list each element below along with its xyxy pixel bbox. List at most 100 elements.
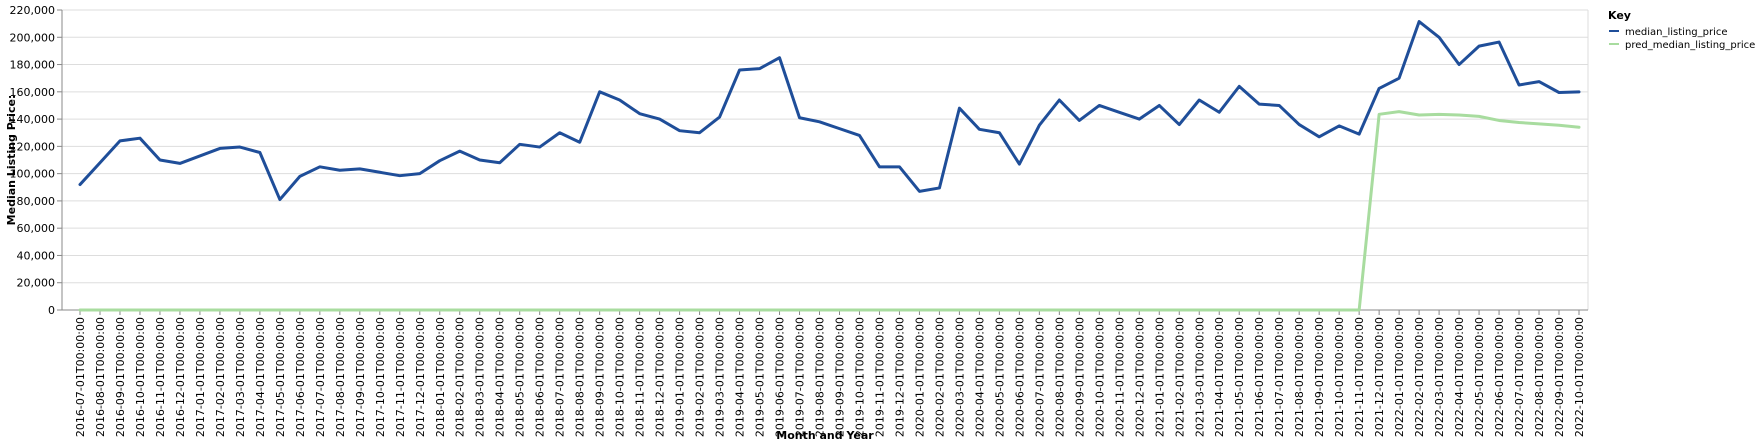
legend-label: pred_median_listing_price [1625,40,1755,51]
y-tick-label: 60,000 [17,222,56,235]
x-tick-label: 2016-10-01T00:00:00 [134,317,147,437]
x-tick-label: 2017-07-01T00:00:00 [314,317,327,437]
axes: 0 20,000 40,000 60,000 80,000 100,000 120,000 1… [10,4,1588,437]
x-tick-label: 2020-05-01T00:00:00 [993,317,1006,437]
y-tick-label: 20,000 [17,277,56,290]
x-tick-label: 2017-03-01T00:00:00 [234,317,247,437]
x-tick-label: 2020-09-01T00:00:00 [1073,317,1086,437]
series-line-median-listing-price [78,20,1581,202]
x-tick-label: 2020-06-01T00:00:00 [1013,317,1026,437]
x-tick-label: 2016-12-01T00:00:00 [174,317,187,437]
x-tick-label: 2021-05-01T00:00:00 [1233,317,1246,437]
x-tick-label: 2022-01-01T00:00:00 [1393,317,1406,437]
x-tick-label: 2020-02-01T00:00:00 [933,317,946,437]
x-tick-label: 2021-12-01T00:00:00 [1373,317,1386,437]
x-tick-label: 2022-10-01T00:00:00 [1573,317,1586,437]
x-tick-label: 2021-01-01T00:00:00 [1153,317,1166,437]
x-tick-label: 2017-02-01T00:00:00 [214,317,227,437]
y-tick-label: 80,000 [17,195,56,208]
x-tick-label: 2016-08-01T00:00:00 [94,317,107,437]
x-tick-label: 2021-09-01T00:00:00 [1313,317,1326,437]
x-tick-label: 2020-04-01T00:00:00 [973,317,986,437]
x-tick-label: 2022-06-01T00:00:00 [1493,317,1506,437]
x-tick-label: 2019-12-01T00:00:00 [893,317,906,437]
series-lines [78,20,1581,312]
x-tick-label: 2022-03-01T00:00:00 [1433,317,1446,437]
x-tick-label: 2018-08-01T00:00:00 [574,317,587,437]
x-tick-label: 2019-11-01T00:00:00 [873,317,886,437]
y-tick-label: 40,000 [17,249,56,262]
x-tick-label: 2018-06-01T00:00:00 [534,317,547,437]
x-tick-label: 2021-06-01T00:00:00 [1253,317,1266,437]
x-tick-label: 2019-07-01T00:00:00 [794,317,807,437]
x-tick-label: 2018-07-01T00:00:00 [554,317,567,437]
x-tick-label: 2016-07-01T00:00:00 [74,317,87,437]
x-tick-label: 2019-01-01T00:00:00 [674,317,687,437]
gridlines [62,9,1589,311]
x-tick-label: 2018-02-01T00:00:00 [454,317,467,437]
x-tick-label: 2021-04-01T00:00:00 [1213,317,1226,437]
x-tick-label: 2019-08-01T00:00:00 [814,317,827,437]
x-tick-label: 2019-10-01T00:00:00 [853,317,866,437]
x-tick-label: 2018-03-01T00:00:00 [474,317,487,437]
x-tick-label: 2018-01-01T00:00:00 [434,317,447,437]
x-tick-label: 2020-08-01T00:00:00 [1053,317,1066,437]
series-line-pred-median-listing-price [78,110,1581,312]
x-axis-title: Month and Year [776,429,874,442]
legend-title: Key [1608,9,1631,22]
x-tick-label: 2019-03-01T00:00:00 [714,317,727,437]
x-tick-label: 2021-02-01T00:00:00 [1173,317,1186,437]
x-tick-label: 2018-12-01T00:00:00 [654,317,667,437]
x-tick-label: 2017-01-01T00:00:00 [194,317,207,437]
legend: Key median_listing_price pred_median_list… [1608,9,1755,51]
x-tick-label: 2021-08-01T00:00:00 [1293,317,1306,437]
x-tick-label: 2022-02-01T00:00:00 [1413,317,1426,437]
y-tick-label: 140,000 [10,113,56,126]
x-tick-label: 2019-05-01T00:00:00 [754,317,767,437]
x-tick-label: 2017-04-01T00:00:00 [254,317,267,437]
x-tick-label: 2016-11-01T00:00:00 [154,317,167,437]
x-tick-label: 2021-03-01T00:00:00 [1193,317,1206,437]
x-tick-label: 2020-12-01T00:00:00 [1133,317,1146,437]
x-tick-label: 2020-11-01T00:00:00 [1113,317,1126,437]
legend-label: median_listing_price [1625,27,1728,38]
x-tick-label: 2019-09-01T00:00:00 [833,317,846,437]
x-tick-label: 2019-06-01T00:00:00 [774,317,787,437]
x-tick-label: 2018-11-01T00:00:00 [634,317,647,437]
x-tick-label: 2017-08-01T00:00:00 [334,317,347,437]
x-tick-label: 2022-04-01T00:00:00 [1453,317,1466,437]
x-tick-label: 2016-09-01T00:00:00 [114,317,127,437]
x-tick-label: 2020-03-01T00:00:00 [953,317,966,437]
y-tick-label: 180,000 [10,59,56,72]
x-tick-label: 2017-12-01T00:00:00 [414,317,427,437]
x-tick-label: 2017-10-01T00:00:00 [374,317,387,437]
y-tick-label: 100,000 [10,168,56,181]
x-tick-label: 2019-04-01T00:00:00 [734,317,747,437]
x-tick-label: 2018-04-01T00:00:00 [494,317,507,437]
y-tick-label: 120,000 [10,140,56,153]
x-tick-label: 2018-05-01T00:00:00 [514,317,527,437]
x-tick-label: 2017-05-01T00:00:00 [274,317,287,437]
y-tick-label: 220,000 [10,4,56,17]
x-tick-label: 2022-09-01T00:00:00 [1553,317,1566,437]
x-tick-label: 2017-06-01T00:00:00 [294,317,307,437]
y-tick-label: 200,000 [10,31,56,44]
x-tick-label: 2021-07-01T00:00:00 [1273,317,1286,437]
y-tick-label: 160,000 [10,86,56,99]
x-tick-label: 2017-09-01T00:00:00 [354,317,367,437]
y-tick-label: 0 [48,304,55,317]
x-tick-label: 2020-10-01T00:00:00 [1093,317,1106,437]
x-tick-label: 2018-09-01T00:00:00 [594,317,607,437]
x-tick-label: 2022-08-01T00:00:00 [1533,317,1546,437]
x-tick-label: 2022-05-01T00:00:00 [1473,317,1486,437]
x-tick-label: 2019-02-01T00:00:00 [694,317,707,437]
x-tick-label: 2021-11-01T00:00:00 [1353,317,1366,437]
y-axis-title: Median Listing Price: [5,95,18,226]
x-tick-label: 2021-10-01T00:00:00 [1333,317,1346,437]
x-tick-label: 2017-11-01T00:00:00 [394,317,407,437]
x-tick-label: 2022-07-01T00:00:00 [1513,317,1526,437]
x-tick-label: 2018-10-01T00:00:00 [614,317,627,437]
x-tick-label: 2020-07-01T00:00:00 [1033,317,1046,437]
